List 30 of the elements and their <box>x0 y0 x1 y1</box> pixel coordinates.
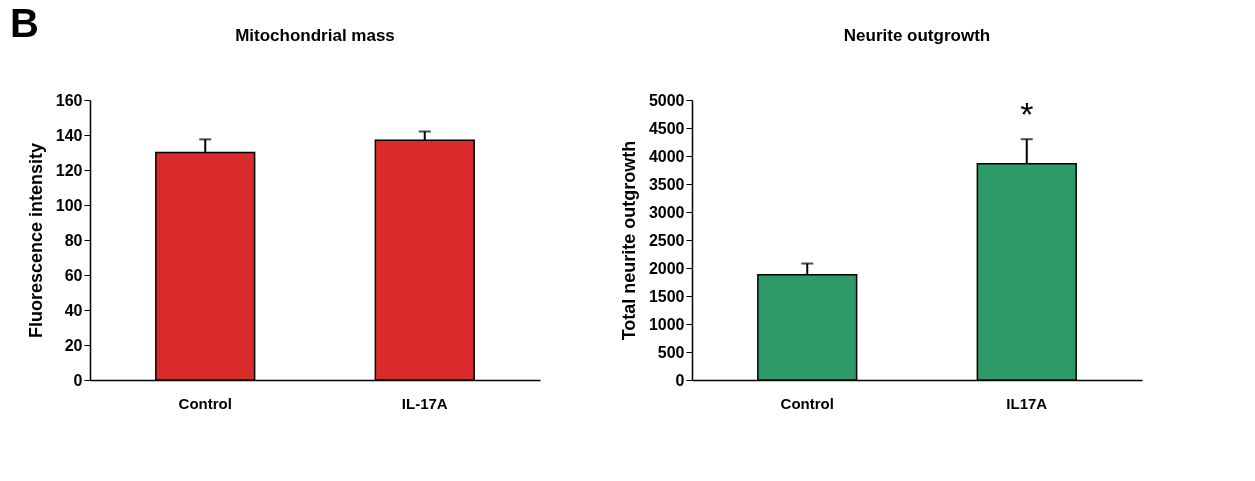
y-axis-title: Total neurite outgrowth <box>618 140 639 341</box>
y-tick-label: 3000 <box>648 203 685 221</box>
y-tick-label: 40 <box>64 301 83 319</box>
chart-title: Mitochondrial mass <box>235 26 395 45</box>
y-tick-label: 3500 <box>648 175 685 193</box>
y-tick-label: 140 <box>55 126 83 144</box>
y-tick-label: 2000 <box>648 259 685 277</box>
y-tick-label: 1500 <box>648 287 685 305</box>
y-tick-label: 120 <box>55 161 83 179</box>
y-tick-label: 160 <box>55 91 83 109</box>
y-tick-label: 4500 <box>648 119 685 137</box>
text: B <box>10 1 39 45</box>
y-tick-label: 4000 <box>648 147 685 165</box>
y-tick-label: 1000 <box>648 315 685 333</box>
annotation: * <box>1020 95 1034 134</box>
y-tick-label: 20 <box>64 336 83 354</box>
y-tick-label: 80 <box>64 231 83 249</box>
y-tick-label: 0 <box>675 371 685 389</box>
y-tick-label: 100 <box>55 196 83 214</box>
y-tick-label: 0 <box>73 371 83 389</box>
y-axis-title: Fluorescence intensity <box>25 142 46 339</box>
y-tick-label: 5000 <box>648 91 685 109</box>
y-tick-label: 500 <box>657 343 685 361</box>
chart-title: Neurite outgrowth <box>843 26 991 45</box>
x-tick-label: Control <box>780 394 834 412</box>
x-tick-label: Control <box>178 394 232 412</box>
x-tick-label: IL17A <box>1006 394 1048 412</box>
x-tick-label: IL-17A <box>401 394 448 412</box>
y-tick-label: 2500 <box>648 231 685 249</box>
y-tick-label: 60 <box>64 266 83 284</box>
